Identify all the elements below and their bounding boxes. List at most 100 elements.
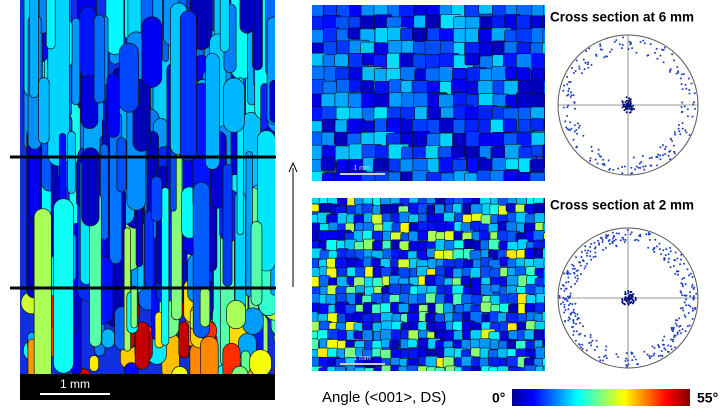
pole-point bbox=[655, 245, 658, 248]
pole-point bbox=[654, 238, 657, 241]
grain bbox=[334, 53, 349, 67]
pole-point bbox=[665, 248, 668, 251]
pole-point bbox=[683, 301, 686, 304]
pole-point bbox=[567, 308, 570, 311]
pole-point bbox=[589, 159, 592, 162]
pole-point bbox=[658, 242, 661, 245]
pole-point bbox=[604, 246, 607, 249]
pole-point bbox=[691, 283, 694, 286]
grain bbox=[101, 328, 115, 349]
grain bbox=[106, 73, 120, 138]
pole-point bbox=[572, 94, 575, 97]
pole-point bbox=[649, 43, 652, 46]
section-title: Cross section at 6 mm bbox=[550, 10, 694, 25]
grain bbox=[502, 118, 517, 133]
pole-point bbox=[573, 272, 576, 275]
pole-point bbox=[627, 296, 630, 299]
pole-point bbox=[679, 263, 682, 266]
pole-point bbox=[681, 285, 684, 288]
pole-point bbox=[628, 40, 631, 43]
pole-point bbox=[661, 343, 664, 346]
grain bbox=[497, 365, 510, 371]
pole-point bbox=[625, 357, 628, 360]
pole-point bbox=[564, 309, 567, 312]
grain bbox=[397, 303, 410, 313]
pole-point bbox=[677, 270, 680, 273]
pole-point bbox=[568, 317, 571, 320]
pole-point bbox=[573, 330, 576, 333]
pole-point bbox=[691, 318, 694, 321]
pole-point bbox=[687, 311, 690, 314]
pole-point bbox=[571, 303, 574, 306]
pole-point bbox=[590, 344, 593, 347]
pole-point bbox=[663, 335, 666, 338]
pole-point bbox=[629, 100, 632, 103]
pole-point bbox=[560, 287, 563, 290]
pole-point bbox=[663, 148, 666, 151]
pole-point bbox=[615, 232, 618, 235]
grain bbox=[348, 143, 364, 162]
pole-point bbox=[569, 121, 572, 124]
pole-point bbox=[591, 150, 594, 153]
pole-point bbox=[571, 311, 574, 314]
pole-point bbox=[695, 292, 698, 295]
pole-point bbox=[563, 289, 566, 292]
pole-point bbox=[673, 131, 676, 134]
grain bbox=[274, 366, 275, 376]
pole-point bbox=[685, 87, 688, 90]
grain bbox=[543, 304, 545, 315]
pole-point bbox=[648, 357, 651, 360]
pole-point bbox=[603, 56, 606, 59]
pole-point bbox=[674, 334, 677, 337]
pole-point bbox=[686, 115, 689, 118]
pole-point bbox=[659, 154, 662, 157]
pole-point bbox=[569, 313, 572, 316]
pole-point bbox=[661, 339, 664, 342]
pole-point bbox=[569, 292, 572, 295]
pole-point bbox=[574, 339, 577, 342]
pole-point bbox=[572, 138, 575, 141]
pole-point bbox=[688, 291, 691, 294]
pole-point bbox=[572, 311, 575, 314]
grain bbox=[312, 338, 319, 351]
pole-point bbox=[627, 289, 630, 292]
grain bbox=[425, 67, 441, 82]
pole-point bbox=[677, 127, 680, 130]
colorbar-max: 55° bbox=[697, 390, 718, 406]
pole-point bbox=[563, 320, 566, 323]
pole-point bbox=[573, 312, 576, 315]
pole-point bbox=[679, 324, 682, 327]
grain bbox=[199, 287, 211, 328]
pole-point bbox=[632, 156, 635, 159]
grain bbox=[443, 249, 454, 261]
pole-point bbox=[676, 324, 679, 327]
pole-point bbox=[659, 158, 662, 161]
pole-point bbox=[624, 233, 627, 236]
grain bbox=[523, 364, 539, 371]
pole-point bbox=[586, 252, 589, 255]
pole-point bbox=[675, 72, 678, 75]
grain bbox=[178, 321, 190, 359]
pole-point bbox=[691, 285, 694, 288]
pole-point bbox=[599, 359, 602, 362]
pole-point bbox=[667, 257, 670, 260]
pole-point bbox=[563, 272, 566, 275]
pole-point bbox=[680, 291, 683, 294]
grain bbox=[434, 274, 445, 287]
pole-point bbox=[612, 168, 615, 171]
grain bbox=[542, 222, 545, 241]
pole-point bbox=[565, 298, 568, 301]
pole-point bbox=[627, 101, 630, 104]
grain bbox=[529, 118, 545, 131]
pole-point bbox=[618, 43, 621, 46]
pole-point bbox=[589, 336, 592, 339]
pole-point bbox=[643, 168, 646, 171]
pole-point bbox=[623, 165, 626, 168]
pole-point bbox=[566, 75, 569, 78]
map-base bbox=[20, 374, 275, 400]
pole-point bbox=[625, 300, 628, 303]
pole-point bbox=[565, 281, 568, 284]
pole-point bbox=[576, 274, 579, 277]
pole-point bbox=[586, 63, 589, 66]
pole-point bbox=[680, 106, 683, 109]
